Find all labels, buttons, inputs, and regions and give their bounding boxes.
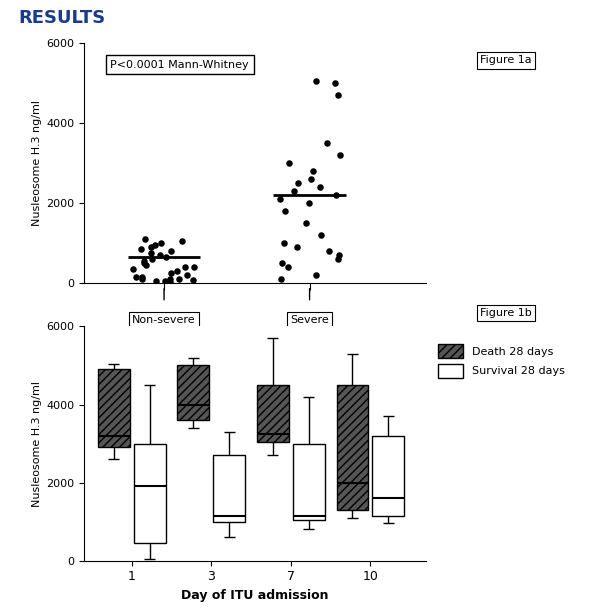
Point [306, 174, 316, 184]
Point [330, 78, 340, 88]
Text: Non-severe: Non-severe [132, 315, 196, 325]
Bar [337, 385, 368, 510]
Point [147, 254, 157, 264]
Legend: Death 28 days, Survival 28 days: Death 28 days, Survival 28 days [439, 344, 565, 378]
Point [293, 179, 302, 188]
Point [139, 258, 148, 268]
Text: Figure 1b: Figure 1b [480, 308, 532, 318]
Bar [98, 370, 130, 447]
Point [284, 158, 294, 168]
Point [181, 262, 190, 272]
Point [311, 270, 321, 280]
Point [137, 274, 147, 283]
Point [146, 242, 155, 252]
Point [146, 248, 155, 258]
Point [279, 238, 289, 248]
Point [289, 186, 299, 196]
Y-axis label: Nusleosome H.3 ng/ml: Nusleosome H.3 ng/ml [32, 100, 42, 226]
Point [277, 258, 287, 268]
Point [182, 270, 192, 280]
Point [304, 198, 314, 208]
Text: Figure 1a: Figure 1a [480, 55, 532, 65]
Point [166, 274, 175, 284]
Y-axis label: Nusleosome H.3 ng/ml: Nusleosome H.3 ng/ml [32, 381, 42, 506]
Point [178, 237, 187, 246]
Point [140, 234, 149, 244]
Point [128, 264, 138, 274]
Point [325, 246, 334, 256]
Point [166, 269, 175, 278]
Bar [213, 455, 245, 522]
Point [311, 76, 320, 86]
Point [173, 266, 182, 276]
Point [322, 138, 332, 148]
Text: Severe: Severe [290, 315, 329, 325]
Point [276, 274, 286, 284]
Point [315, 182, 325, 192]
Point [317, 230, 326, 240]
Point [161, 253, 170, 262]
Point [334, 254, 343, 264]
Point [335, 250, 344, 260]
Point [275, 194, 284, 204]
Point [131, 272, 140, 282]
Text: P<0.0001 Mann-Whitney: P<0.0001 Mann-Whitney [110, 60, 249, 70]
Point [151, 277, 161, 286]
Text: RESULTS: RESULTS [18, 9, 105, 27]
Point [157, 238, 166, 248]
Bar [134, 444, 166, 543]
Point [160, 277, 170, 286]
Point [137, 272, 147, 282]
Point [174, 274, 184, 284]
Point [188, 275, 198, 285]
Point [308, 166, 317, 176]
Point [284, 262, 293, 272]
Bar [257, 385, 289, 442]
Point [136, 245, 146, 254]
Bar [373, 436, 404, 516]
Point [292, 242, 302, 252]
Point [281, 206, 290, 216]
Bar [293, 444, 325, 520]
Point [151, 240, 160, 250]
Point [190, 262, 199, 272]
Point [165, 277, 175, 287]
Bar [178, 365, 209, 420]
X-axis label: Day of ITU admission: Day of ITU admission [181, 589, 329, 602]
Point [166, 246, 176, 256]
Point [139, 256, 149, 266]
Point [331, 190, 341, 200]
Point [141, 261, 151, 270]
Point [333, 90, 343, 100]
Point [301, 218, 311, 228]
Point [155, 250, 164, 260]
Point [335, 150, 344, 160]
